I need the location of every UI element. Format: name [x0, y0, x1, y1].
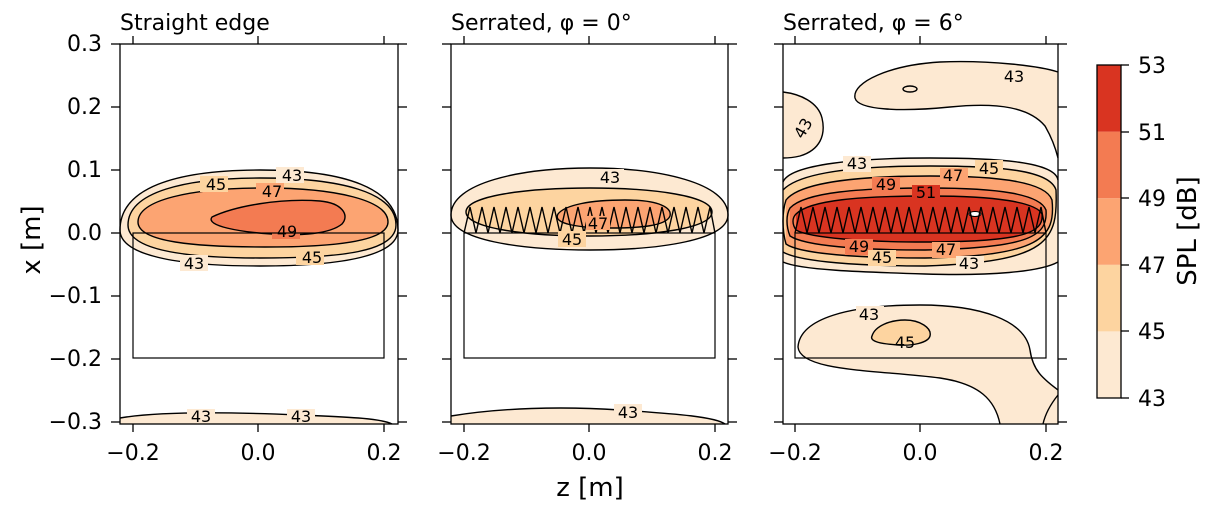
colorbar-band-49 [1097, 131, 1121, 199]
colorbar-band-51 [1097, 65, 1121, 132]
contour-label: 43 [847, 154, 867, 173]
x-tick-label: 0.2 [698, 441, 733, 466]
serration-teeth [463, 206, 716, 234]
ticks [442, 36, 737, 432]
contour-label: 49 [849, 237, 869, 256]
y-tick-label: 0.0 [67, 221, 102, 246]
contour-label: 43 [191, 407, 211, 426]
x-tick-label: 0.0 [903, 441, 938, 466]
panel-title: Serrated, φ = 0° [451, 11, 632, 36]
serration-teeth [794, 206, 1047, 234]
contour-label: 45 [206, 175, 226, 194]
contour-43-bottom [450, 407, 726, 425]
axes-frame [119, 43, 399, 425]
contour-peak-loop [968, 211, 982, 217]
airfoil-outline [463, 232, 716, 359]
contour-label: 43 [184, 254, 204, 273]
y-tick-label: 0.3 [67, 32, 102, 57]
contour-43-bottom [119, 412, 393, 425]
fill-43-bottom [798, 305, 1058, 424]
x-tick-label: 0.2 [367, 441, 402, 466]
y-axis-label: x [m] [17, 205, 47, 274]
contour-43-bottom [797, 304, 1059, 425]
contour-label: 43 [959, 254, 979, 273]
contour-43-top [854, 60, 1059, 159]
contour-43-left [782, 91, 824, 159]
airfoil-outline [132, 232, 385, 359]
contour-label: 51 [916, 183, 936, 202]
contour-45 [465, 187, 713, 237]
x-tick-label: 0.0 [572, 441, 607, 466]
x-tick-label: 0.0 [241, 441, 276, 466]
panel-straight-edge: 43 45 47 49 45 43 43 43 [17, 11, 407, 466]
y-tick-label: −0.2 [49, 347, 102, 372]
contour-label: 43 [282, 166, 302, 185]
x-tick-label: −0.2 [768, 441, 821, 466]
y-tick-label: 0.2 [67, 95, 102, 120]
fill-43-top [854, 61, 1058, 158]
contour-45-bottom [870, 319, 931, 346]
panel-serrated-6: 43 43 43 47 45 49 51 49 45 47 43 43 45 [768, 11, 1067, 466]
fill-45-bottom [871, 320, 931, 346]
contour-label: 47 [262, 182, 282, 201]
panel-title: Straight edge [120, 11, 270, 36]
panel-serrated-0: 43 47 45 43 −0 [437, 11, 737, 503]
contour-small-loop [902, 85, 918, 93]
colorbar-frame [1096, 64, 1122, 399]
fill-43-bottom [451, 408, 725, 424]
x-tick-label: −0.2 [106, 441, 159, 466]
y-tick-label: −0.1 [49, 284, 102, 309]
contour-43 [782, 157, 1059, 276]
colorbar-ticks [1121, 64, 1129, 399]
contour-label: 45 [895, 333, 915, 352]
x-tick-label: −0.2 [437, 441, 490, 466]
contour-label: 47 [936, 240, 956, 259]
contour-label: 43 [618, 403, 638, 422]
contour-label: 45 [562, 230, 582, 249]
colorbar-tick-label: 45 [1138, 320, 1166, 345]
contour-label: 47 [588, 214, 608, 233]
contour-49 [210, 199, 346, 236]
contour-label: 45 [302, 248, 322, 267]
contour-label: 45 [872, 248, 892, 267]
contour-label: 43 [1004, 67, 1024, 86]
contour-47 [556, 199, 671, 229]
colorbar-tick-label: 43 [1138, 387, 1166, 412]
fill-51 [796, 196, 1043, 242]
contour-47 [782, 175, 1054, 259]
contour-label: 45 [979, 159, 999, 178]
contour-label: 49 [876, 175, 896, 194]
y-tick-label: −0.3 [49, 410, 102, 435]
y-tick-label: 0.1 [67, 158, 102, 183]
colorbar: 53 51 49 47 45 43 SPL [dB] [1096, 54, 1203, 412]
fill-47 [557, 200, 671, 228]
colorbar-tick-label: 47 [1138, 254, 1166, 279]
contour-label: 43 [600, 168, 620, 187]
fill-43-left [783, 92, 824, 158]
colorbar-band-43 [1097, 331, 1121, 398]
colorbar-band-47 [1097, 198, 1121, 265]
colorbar-label: SPL [dB] [1173, 176, 1203, 286]
contour-label: 47 [943, 166, 963, 185]
colorbar-tick-label: 49 [1138, 187, 1166, 212]
x-tick-label: 0.2 [1029, 441, 1064, 466]
ticks [111, 36, 407, 432]
colorbar-band-45 [1097, 264, 1121, 332]
contour-43-bottom-right [1042, 394, 1059, 425]
contour-label: 49 [277, 222, 297, 241]
ticks [774, 36, 1067, 432]
contour-label: 43 [291, 407, 311, 426]
colorbar-tick-label: 53 [1138, 54, 1166, 79]
contour-label: 43 [859, 305, 879, 324]
airfoil-outline [794, 232, 1047, 359]
panel-title: Serrated, φ = 6° [783, 11, 964, 36]
fill-49 [211, 200, 346, 235]
x-axis-label: z [m] [556, 473, 624, 503]
colorbar-tick-label: 51 [1138, 121, 1166, 146]
